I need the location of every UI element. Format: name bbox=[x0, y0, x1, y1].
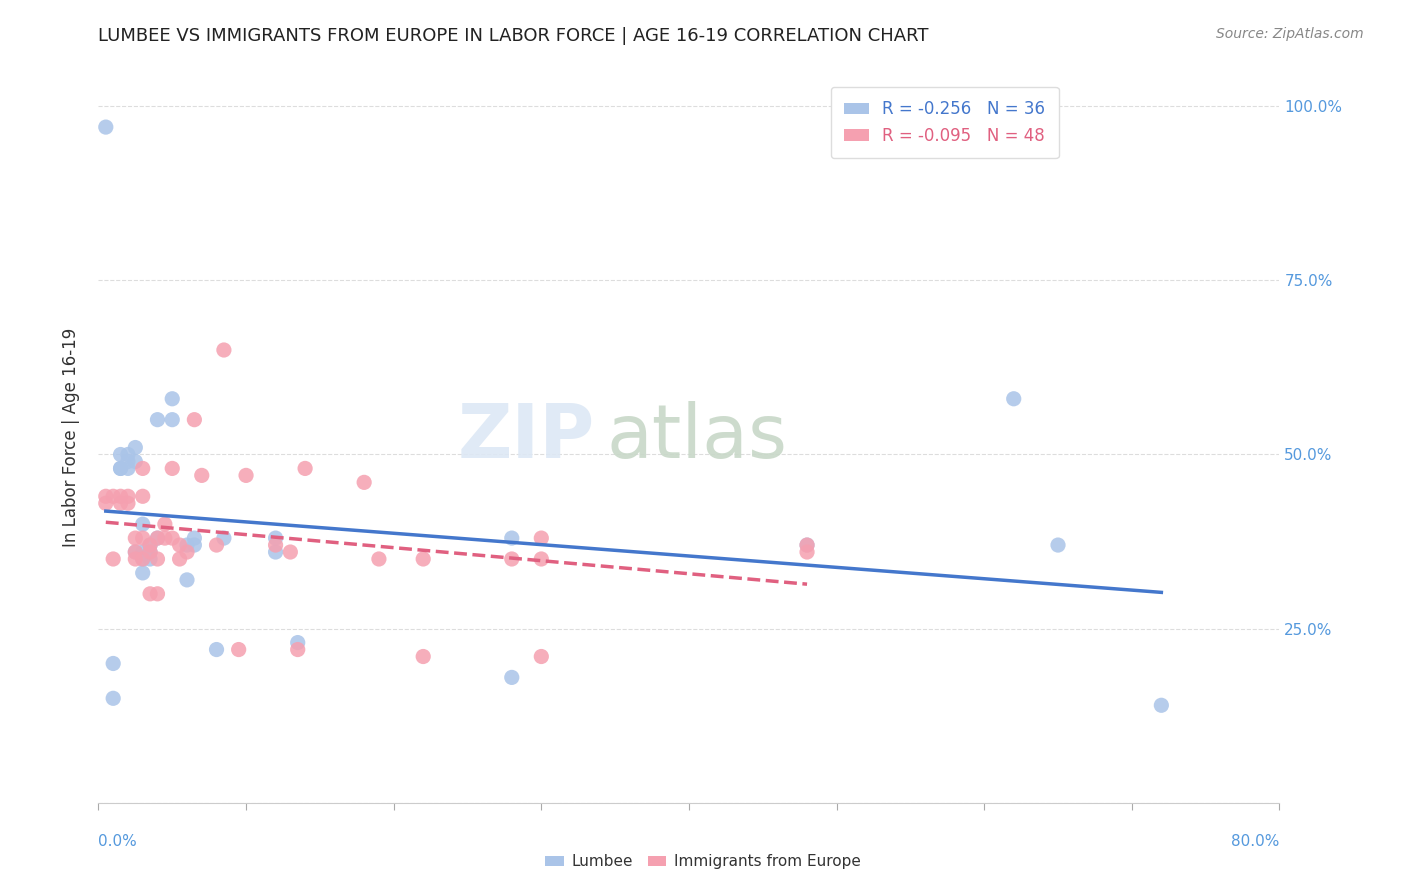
Point bbox=[212, 531, 235, 545]
Point bbox=[146, 587, 169, 601]
Point bbox=[153, 517, 176, 532]
Point bbox=[110, 489, 132, 503]
Point bbox=[103, 552, 125, 566]
Point bbox=[110, 461, 132, 475]
Text: 0.0%: 0.0% bbox=[98, 834, 138, 849]
Point bbox=[103, 691, 125, 706]
Point bbox=[264, 531, 287, 545]
Point bbox=[146, 531, 169, 545]
Point bbox=[530, 649, 553, 664]
Point bbox=[530, 552, 553, 566]
Point bbox=[212, 343, 235, 357]
Point bbox=[530, 531, 553, 545]
Point bbox=[117, 448, 139, 462]
Point bbox=[139, 587, 162, 601]
Point bbox=[183, 412, 205, 426]
Point bbox=[110, 496, 132, 510]
Point bbox=[264, 538, 287, 552]
Point bbox=[124, 552, 146, 566]
Point bbox=[124, 454, 146, 468]
Point bbox=[117, 489, 139, 503]
Legend: Lumbee, Immigrants from Europe: Lumbee, Immigrants from Europe bbox=[538, 848, 868, 875]
Point bbox=[287, 642, 309, 657]
Point bbox=[117, 454, 139, 468]
Point bbox=[796, 538, 818, 552]
Point bbox=[139, 545, 162, 559]
Point bbox=[501, 531, 523, 545]
Point bbox=[110, 448, 132, 462]
Point bbox=[94, 120, 117, 134]
Point bbox=[132, 517, 155, 532]
Point bbox=[235, 468, 257, 483]
Point bbox=[205, 538, 228, 552]
Point bbox=[162, 531, 183, 545]
Point bbox=[132, 552, 155, 566]
Point bbox=[501, 670, 523, 684]
Point bbox=[1150, 698, 1173, 713]
Point bbox=[294, 461, 316, 475]
Point bbox=[169, 538, 191, 552]
Y-axis label: In Labor Force | Age 16-19: In Labor Force | Age 16-19 bbox=[62, 327, 80, 547]
Point bbox=[501, 552, 523, 566]
Point bbox=[139, 552, 162, 566]
Point bbox=[169, 552, 191, 566]
Point bbox=[162, 392, 183, 406]
Point bbox=[146, 552, 169, 566]
Point bbox=[94, 496, 117, 510]
Point bbox=[139, 538, 162, 552]
Point bbox=[132, 566, 155, 580]
Point bbox=[132, 531, 155, 545]
Point bbox=[124, 441, 146, 455]
Legend: R = -0.256   N = 36, R = -0.095   N = 48: R = -0.256 N = 36, R = -0.095 N = 48 bbox=[831, 87, 1059, 158]
Point bbox=[176, 573, 198, 587]
Point bbox=[1046, 538, 1069, 552]
Point bbox=[124, 545, 146, 559]
Point bbox=[278, 545, 302, 559]
Point bbox=[353, 475, 375, 490]
Point bbox=[132, 489, 155, 503]
Point bbox=[146, 531, 169, 545]
Text: Source: ZipAtlas.com: Source: ZipAtlas.com bbox=[1216, 27, 1364, 41]
Point bbox=[124, 531, 146, 545]
Point bbox=[1002, 392, 1025, 406]
Point bbox=[176, 538, 198, 552]
Point bbox=[132, 552, 155, 566]
Text: ZIP: ZIP bbox=[457, 401, 595, 474]
Point bbox=[412, 552, 434, 566]
Point bbox=[183, 531, 205, 545]
Point bbox=[162, 461, 183, 475]
Point bbox=[153, 531, 176, 545]
Text: atlas: atlas bbox=[606, 401, 787, 474]
Point bbox=[124, 545, 146, 559]
Point bbox=[191, 468, 214, 483]
Point bbox=[117, 461, 139, 475]
Text: LUMBEE VS IMMIGRANTS FROM EUROPE IN LABOR FORCE | AGE 16-19 CORRELATION CHART: LUMBEE VS IMMIGRANTS FROM EUROPE IN LABO… bbox=[98, 27, 929, 45]
Point bbox=[183, 538, 205, 552]
Point bbox=[162, 412, 183, 426]
Point bbox=[94, 489, 117, 503]
Point bbox=[796, 538, 818, 552]
Point bbox=[110, 461, 132, 475]
Point bbox=[132, 461, 155, 475]
Point bbox=[117, 496, 139, 510]
Point bbox=[103, 489, 125, 503]
Point bbox=[139, 545, 162, 559]
Point bbox=[287, 635, 309, 649]
Text: 80.0%: 80.0% bbox=[1232, 834, 1279, 849]
Point bbox=[412, 649, 434, 664]
Point bbox=[264, 545, 287, 559]
Point bbox=[796, 545, 818, 559]
Point bbox=[132, 545, 155, 559]
Point bbox=[139, 538, 162, 552]
Point bbox=[176, 545, 198, 559]
Point bbox=[146, 412, 169, 426]
Point bbox=[228, 642, 250, 657]
Point bbox=[205, 642, 228, 657]
Point bbox=[103, 657, 125, 671]
Point bbox=[368, 552, 391, 566]
